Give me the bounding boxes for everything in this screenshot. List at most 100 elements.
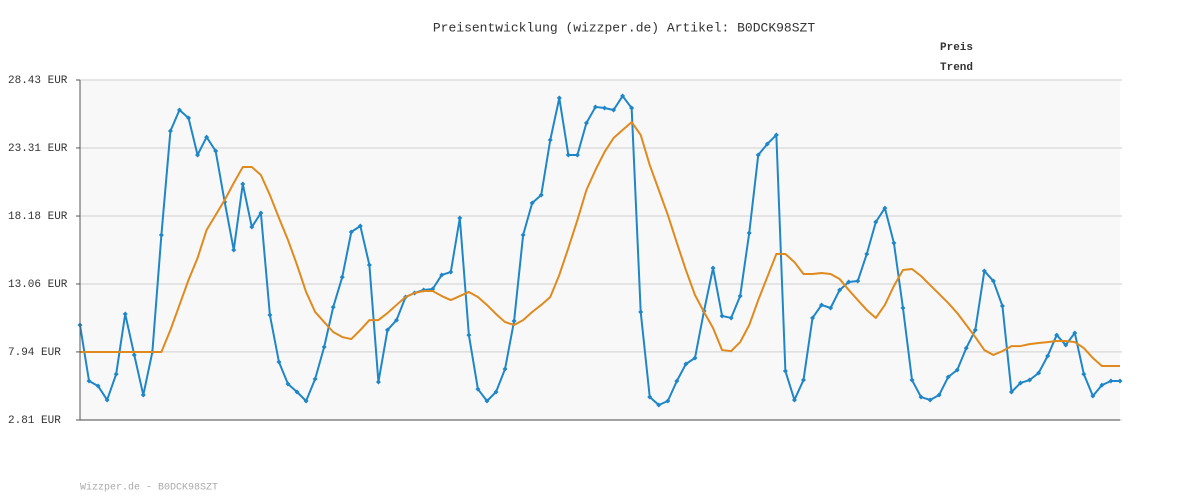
data-point [493, 389, 499, 395]
data-point [873, 219, 879, 225]
y-tick-label: 7.94 EUR [8, 347, 61, 359]
data-point [186, 115, 192, 121]
data-point [999, 303, 1005, 309]
y-tick-label: 2.81 EUR [8, 415, 61, 427]
data-point [665, 398, 671, 404]
series-line [79, 95, 1120, 406]
data-point [674, 378, 680, 384]
data-point [167, 128, 173, 134]
data-point [800, 377, 806, 383]
data-point [258, 210, 264, 216]
data-point [773, 132, 779, 138]
data-point [394, 317, 400, 323]
data-point [936, 392, 942, 398]
data-point [556, 95, 562, 101]
plot-area [80, 80, 1120, 420]
data-point [113, 371, 119, 377]
data-point [1018, 380, 1024, 386]
data-point [927, 397, 933, 403]
y-tick-label: 23.31 EUR [8, 143, 68, 155]
data-point [321, 344, 327, 350]
data-point [466, 332, 472, 338]
data-point [538, 192, 544, 198]
data-point [348, 229, 354, 235]
y-tick-label: 28.43 EUR [8, 75, 68, 87]
data-point [954, 367, 960, 373]
data-point [176, 107, 182, 113]
data-point [1072, 330, 1078, 336]
data-point [990, 278, 996, 284]
y-tick-label: 18.18 EUR [8, 211, 68, 223]
data-point [140, 392, 146, 398]
data-point [484, 398, 490, 404]
data-point [638, 309, 644, 315]
data-point [819, 302, 825, 308]
chart-title: Preisentwicklung (wizzper.de) Artikel: B… [433, 20, 815, 35]
data-point [529, 200, 535, 206]
data-point [204, 134, 210, 140]
data-point [728, 315, 734, 321]
data-point [267, 312, 273, 318]
legend-label: Preis [940, 42, 973, 54]
data-point [511, 318, 517, 324]
data-point [339, 274, 345, 280]
data-point [810, 315, 816, 321]
data-point [918, 394, 924, 400]
data-point [1008, 389, 1014, 395]
data-point [86, 378, 92, 384]
data-point [95, 383, 101, 389]
data-point [837, 287, 843, 293]
plot [77, 93, 1123, 408]
data-point [439, 272, 445, 278]
data-point [1117, 378, 1123, 384]
data-point [683, 361, 689, 367]
data-point [710, 265, 716, 271]
data-point [249, 224, 255, 230]
data-point [764, 141, 770, 147]
data-point [1099, 382, 1105, 388]
data-point [1027, 377, 1033, 383]
data-point [972, 327, 978, 333]
data-point [592, 104, 598, 110]
data-point [312, 376, 318, 382]
footer: Wizzper.de - B0DCK98SZT [80, 482, 218, 494]
data-point [864, 251, 870, 257]
series-line [80, 121, 1120, 367]
data-point [1081, 371, 1087, 377]
data-point [828, 305, 834, 311]
data-point [656, 402, 662, 408]
data-point [475, 386, 481, 392]
data-point [384, 327, 390, 333]
data-point [240, 181, 246, 187]
data-point [1054, 332, 1060, 338]
data-point [583, 120, 589, 126]
data-point [602, 105, 608, 111]
data-point [122, 311, 128, 317]
data-point [882, 205, 888, 211]
data-point [357, 223, 363, 229]
data-point [502, 366, 508, 372]
data-point [791, 397, 797, 403]
data-point [782, 368, 788, 374]
data-point [1108, 378, 1114, 384]
data-point [285, 381, 291, 387]
data-point [131, 352, 137, 358]
data-point [330, 304, 336, 310]
data-point [1045, 353, 1051, 359]
data-point [1036, 370, 1042, 376]
data-point [891, 240, 897, 246]
legend-label: Trend [940, 62, 973, 74]
data-point [104, 397, 110, 403]
data-point [448, 269, 454, 275]
data-point [457, 215, 463, 221]
data-point [981, 268, 987, 274]
data-point [366, 262, 372, 268]
data-point [520, 232, 526, 238]
data-point [900, 305, 906, 311]
data-point [945, 374, 951, 380]
data-point [158, 232, 164, 238]
data-point [746, 230, 752, 236]
data-point [547, 137, 553, 143]
data-point [629, 105, 635, 111]
